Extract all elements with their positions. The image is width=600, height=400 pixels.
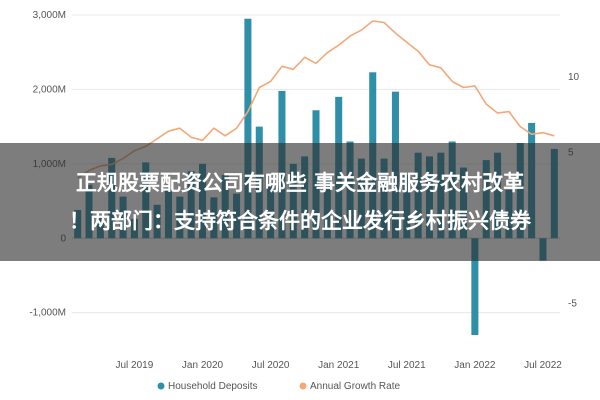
y-tick-label: 3,000M: [33, 10, 66, 21]
y-tick-label: 2,000M: [33, 84, 66, 95]
x-tick-label: Jan 2020: [182, 360, 224, 371]
legend-label-household-deposits: Household Deposits: [168, 381, 258, 392]
x-tick-label: Jul 2022: [524, 360, 562, 371]
bar: [244, 18, 252, 239]
y2-tick-label: -5: [568, 298, 577, 309]
x-tick-label: Jan 2021: [318, 360, 360, 371]
growth-rate-line: [77, 20, 555, 179]
bar: [471, 238, 479, 335]
x-tick-label: Jul 2020: [252, 360, 290, 371]
y-tick-label: -1,000M: [29, 308, 66, 319]
x-tick-label: Jul 2019: [116, 360, 154, 371]
legend-label-annual-growth-rate: Annual Growth Rate: [310, 381, 400, 392]
y2-tick-label: 10: [568, 72, 580, 83]
x-tick-label: Jan 2022: [454, 360, 496, 371]
line-series-annual-growth-rate: [77, 20, 555, 179]
legend-marker-annual-growth-rate: [299, 382, 307, 390]
headline-banner: 正规股票配资公司有哪些 事关金融服务农村改革 ！两部门：支持符合条件的企业发行乡…: [0, 143, 600, 261]
headline-line-1: 正规股票配资公司有哪些 事关金融服务农村改革: [75, 171, 525, 195]
x-tick-label: Jul 2021: [388, 360, 426, 371]
headline-line-2: ！两部门：支持符合条件的企业发行乡村振兴债券: [69, 209, 531, 233]
legend-marker-household-deposits: [157, 382, 165, 390]
x-axis-ticks: Jul 2019 Jan 2020 Jul 2020 Jan 2021 Jul 2021…: [116, 360, 563, 371]
legend: Household Deposits Annual Growth Rate: [157, 381, 400, 392]
